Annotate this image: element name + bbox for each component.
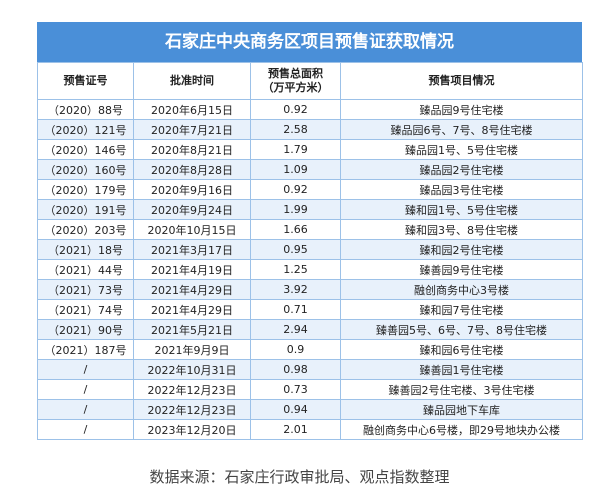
header-cell: 预售总面积 （万平方米） <box>250 62 341 100</box>
table-cell: 0.92 <box>250 99 341 120</box>
table-cell: 臻品园2号住宅楼 <box>340 159 583 180</box>
table-cell: 2020年8月21日 <box>133 139 251 160</box>
table-row: /2023年12月20日 2.01 融创商务中心6号楼，即29号地块办公楼 <box>37 419 583 440</box>
table-cell: / <box>37 399 134 420</box>
header-row: 预售证号 批准时间 预售总面积 （万平方米） 预售项目情况 <box>37 62 583 100</box>
table-cell: 2021年5月21日 <box>133 319 251 340</box>
table-cell: （2021）187号 <box>37 339 134 360</box>
table-row: （2021）187号 2021年9月9日 0.9 臻和园6号住宅楼 <box>37 339 583 360</box>
table-cell: 2020年6月15日 <box>133 99 251 120</box>
table-row: （2020）203号 2020年10月15日 1.66 臻和园3号、8号住宅楼 <box>37 219 583 240</box>
table-cell: （2021）90号 <box>37 319 134 340</box>
table-cell: 2020年9月24日 <box>133 199 251 220</box>
table-row: /2022年12月23日 0.73 臻善园2号住宅楼、3号住宅楼 <box>37 379 583 400</box>
table-cell: 臻善园5号、6号、7号、8号住宅楼 <box>340 319 583 340</box>
table-cell: 2020年10月15日 <box>133 219 251 240</box>
table-cell: 1.66 <box>250 219 341 240</box>
header-cell: 批准时间 <box>133 62 251 100</box>
table-row: /2022年10月31日 0.98 臻善园1号住宅楼 <box>37 359 583 380</box>
table-cell: 臻善园1号住宅楼 <box>340 359 583 380</box>
table-cell: （2020）146号 <box>37 139 134 160</box>
table-row: （2021）90号 2021年5月21日 2.94 臻善园5号、6号、7号、8号住宅楼 <box>37 319 583 340</box>
table-cell: 0.73 <box>250 379 341 400</box>
table-title: 石家庄中央商务区项目预售证获取情况 <box>37 22 582 62</box>
table-cell: 臻品园6号、7号、8号住宅楼 <box>340 119 583 140</box>
table-cell: （2020）179号 <box>37 179 134 200</box>
table-cell: 2021年9月9日 <box>133 339 251 360</box>
table-row: （2020）121号 2020年7月21日 2.58 臻品园6号、7号、8号住宅楼 <box>37 119 583 140</box>
table-card: 石家庄中央商务区项目预售证获取情况 预售证号 批准时间 预售总面积 （万平方米） 预售… <box>37 22 583 440</box>
table-cell: 0.94 <box>250 399 341 420</box>
table-row: （2021）73号 2021年4月29日 3.92 融创商务中心3号楼 <box>37 279 583 300</box>
table-cell: 3.92 <box>250 279 341 300</box>
table-row: （2020）160号 2020年8月28日 1.09 臻品园2号住宅楼 <box>37 159 583 180</box>
table-cell: 臻善园2号住宅楼、3号住宅楼 <box>340 379 583 400</box>
table-cell: 2021年4月29日 <box>133 299 251 320</box>
table-cell: 0.92 <box>250 179 341 200</box>
table-cell: （2020）121号 <box>37 119 134 140</box>
table-row: （2021）18号 2021年3月17日 0.95 臻和园2号住宅楼 <box>37 239 583 260</box>
table-cell: （2020）191号 <box>37 199 134 220</box>
table-cell: （2021）44号 <box>37 259 134 280</box>
table-cell: 1.79 <box>250 139 341 160</box>
table-cell: 2021年4月29日 <box>133 279 251 300</box>
table-cell: / <box>37 419 134 440</box>
table-cell: 臻善园9号住宅楼 <box>340 259 583 280</box>
table-cell: 臻品园1号、5号住宅楼 <box>340 139 583 160</box>
table-cell: 融创商务中心3号楼 <box>340 279 583 300</box>
table-row: /2022年12月23日 0.94 臻品园地下车库 <box>37 399 583 420</box>
table-cell: 臻品园地下车库 <box>340 399 583 420</box>
table-cell: 0.9 <box>250 339 341 360</box>
table-cell: （2020）88号 <box>37 99 134 120</box>
table-cell: 2022年12月23日 <box>133 399 251 420</box>
table-cell: 2.58 <box>250 119 341 140</box>
table-row: （2020）179号 2020年9月16日 0.92 臻品园3号住宅楼 <box>37 179 583 200</box>
table-cell: / <box>37 359 134 380</box>
table-cell: 2020年9月16日 <box>133 179 251 200</box>
source-note: 数据来源：石家庄行政审批局、观点指数整理 <box>149 468 450 486</box>
table-row: （2021）44号 2021年4月19日 1.25 臻善园9号住宅楼 <box>37 259 583 280</box>
table-row: （2020）88号 2020年6月15日 0.92 臻品园9号住宅楼 <box>37 99 583 120</box>
table-cell: 2021年4月19日 <box>133 259 251 280</box>
table-cell: 1.25 <box>250 259 341 280</box>
table-cell: 融创商务中心6号楼，即29号地块办公楼 <box>340 419 583 440</box>
table-cell: 2022年12月23日 <box>133 379 251 400</box>
table-cell: （2021）74号 <box>37 299 134 320</box>
table-cell: 0.71 <box>250 299 341 320</box>
table-cell: 臻和园3号、8号住宅楼 <box>340 219 583 240</box>
table-row: （2020）191号 2020年9月24日 1.99 臻和园1号、5号住宅楼 <box>37 199 583 220</box>
table-cell: / <box>37 379 134 400</box>
table-cell: （2021）18号 <box>37 239 134 260</box>
table: 预售证号 批准时间 预售总面积 （万平方米） 预售项目情况 （2020）88号 2020… <box>37 62 583 440</box>
table-cell: 2020年8月28日 <box>133 159 251 180</box>
table-cell: 0.98 <box>250 359 341 380</box>
header-cell: 预售项目情况 <box>340 62 583 100</box>
table-cell: 1.99 <box>250 199 341 220</box>
table-cell: （2020）160号 <box>37 159 134 180</box>
table-cell: 臻和园2号住宅楼 <box>340 239 583 260</box>
table-cell: 2021年3月17日 <box>133 239 251 260</box>
table-cell: 臻和园6号住宅楼 <box>340 339 583 360</box>
table-cell: 2.94 <box>250 319 341 340</box>
table-cell: 臻和园1号、5号住宅楼 <box>340 199 583 220</box>
table-cell: 臻品园9号住宅楼 <box>340 99 583 120</box>
table-cell: 2020年7月21日 <box>133 119 251 140</box>
table-cell: 0.95 <box>250 239 341 260</box>
table-cell: （2020）203号 <box>37 219 134 240</box>
table-cell: 2023年12月20日 <box>133 419 251 440</box>
table-cell: 臻品园3号住宅楼 <box>340 179 583 200</box>
table-cell: 2.01 <box>250 419 341 440</box>
table-cell: 2022年10月31日 <box>133 359 251 380</box>
table-row: （2020）146号 2020年8月21日 1.79 臻品园1号、5号住宅楼 <box>37 139 583 160</box>
header-cell: 预售证号 <box>37 62 134 100</box>
table-cell: 1.09 <box>250 159 341 180</box>
table-cell: （2021）73号 <box>37 279 134 300</box>
table-cell: 臻和园7号住宅楼 <box>340 299 583 320</box>
table-row: （2021）74号 2021年4月29日 0.71 臻和园7号住宅楼 <box>37 299 583 320</box>
